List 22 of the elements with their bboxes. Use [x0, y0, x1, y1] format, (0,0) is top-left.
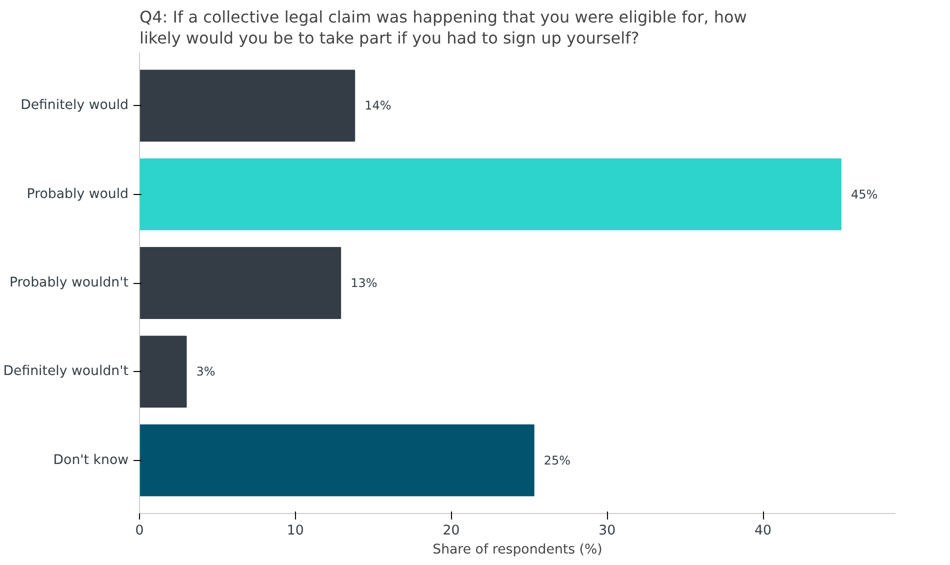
- x-tick-label: 40: [754, 524, 772, 538]
- y-tick-label: Probably would: [26, 186, 129, 202]
- data-label: 25%: [544, 453, 571, 468]
- data-label: 14%: [364, 98, 392, 113]
- x-tick-label: 0: [135, 524, 144, 538]
- data-label: 3%: [196, 364, 216, 379]
- y-tick-label: Definitely wouldn't: [3, 364, 128, 380]
- data-label: 45%: [850, 187, 878, 202]
- bar: [140, 247, 342, 319]
- y-tick-label: Definitely would: [20, 98, 129, 114]
- bar: [140, 158, 842, 230]
- x-axis-title: Share of respondents (%): [432, 542, 602, 558]
- bar: [140, 70, 356, 142]
- x-tick-label: 30: [598, 524, 616, 538]
- x-tick-label: 20: [442, 524, 460, 538]
- x-tick-label: 10: [286, 524, 304, 538]
- bar: [140, 336, 187, 408]
- bar: [140, 424, 534, 496]
- data-label: 13%: [350, 276, 378, 290]
- y-tick-label: Don't know: [53, 452, 129, 468]
- y-tick-label: Probably wouldn't: [9, 276, 128, 290]
- chart-title: Q4: If a collective legal claim was happening that you were eligible for, how likely would you be to take part if you had to sign up yourself?: [140, 8, 747, 48]
